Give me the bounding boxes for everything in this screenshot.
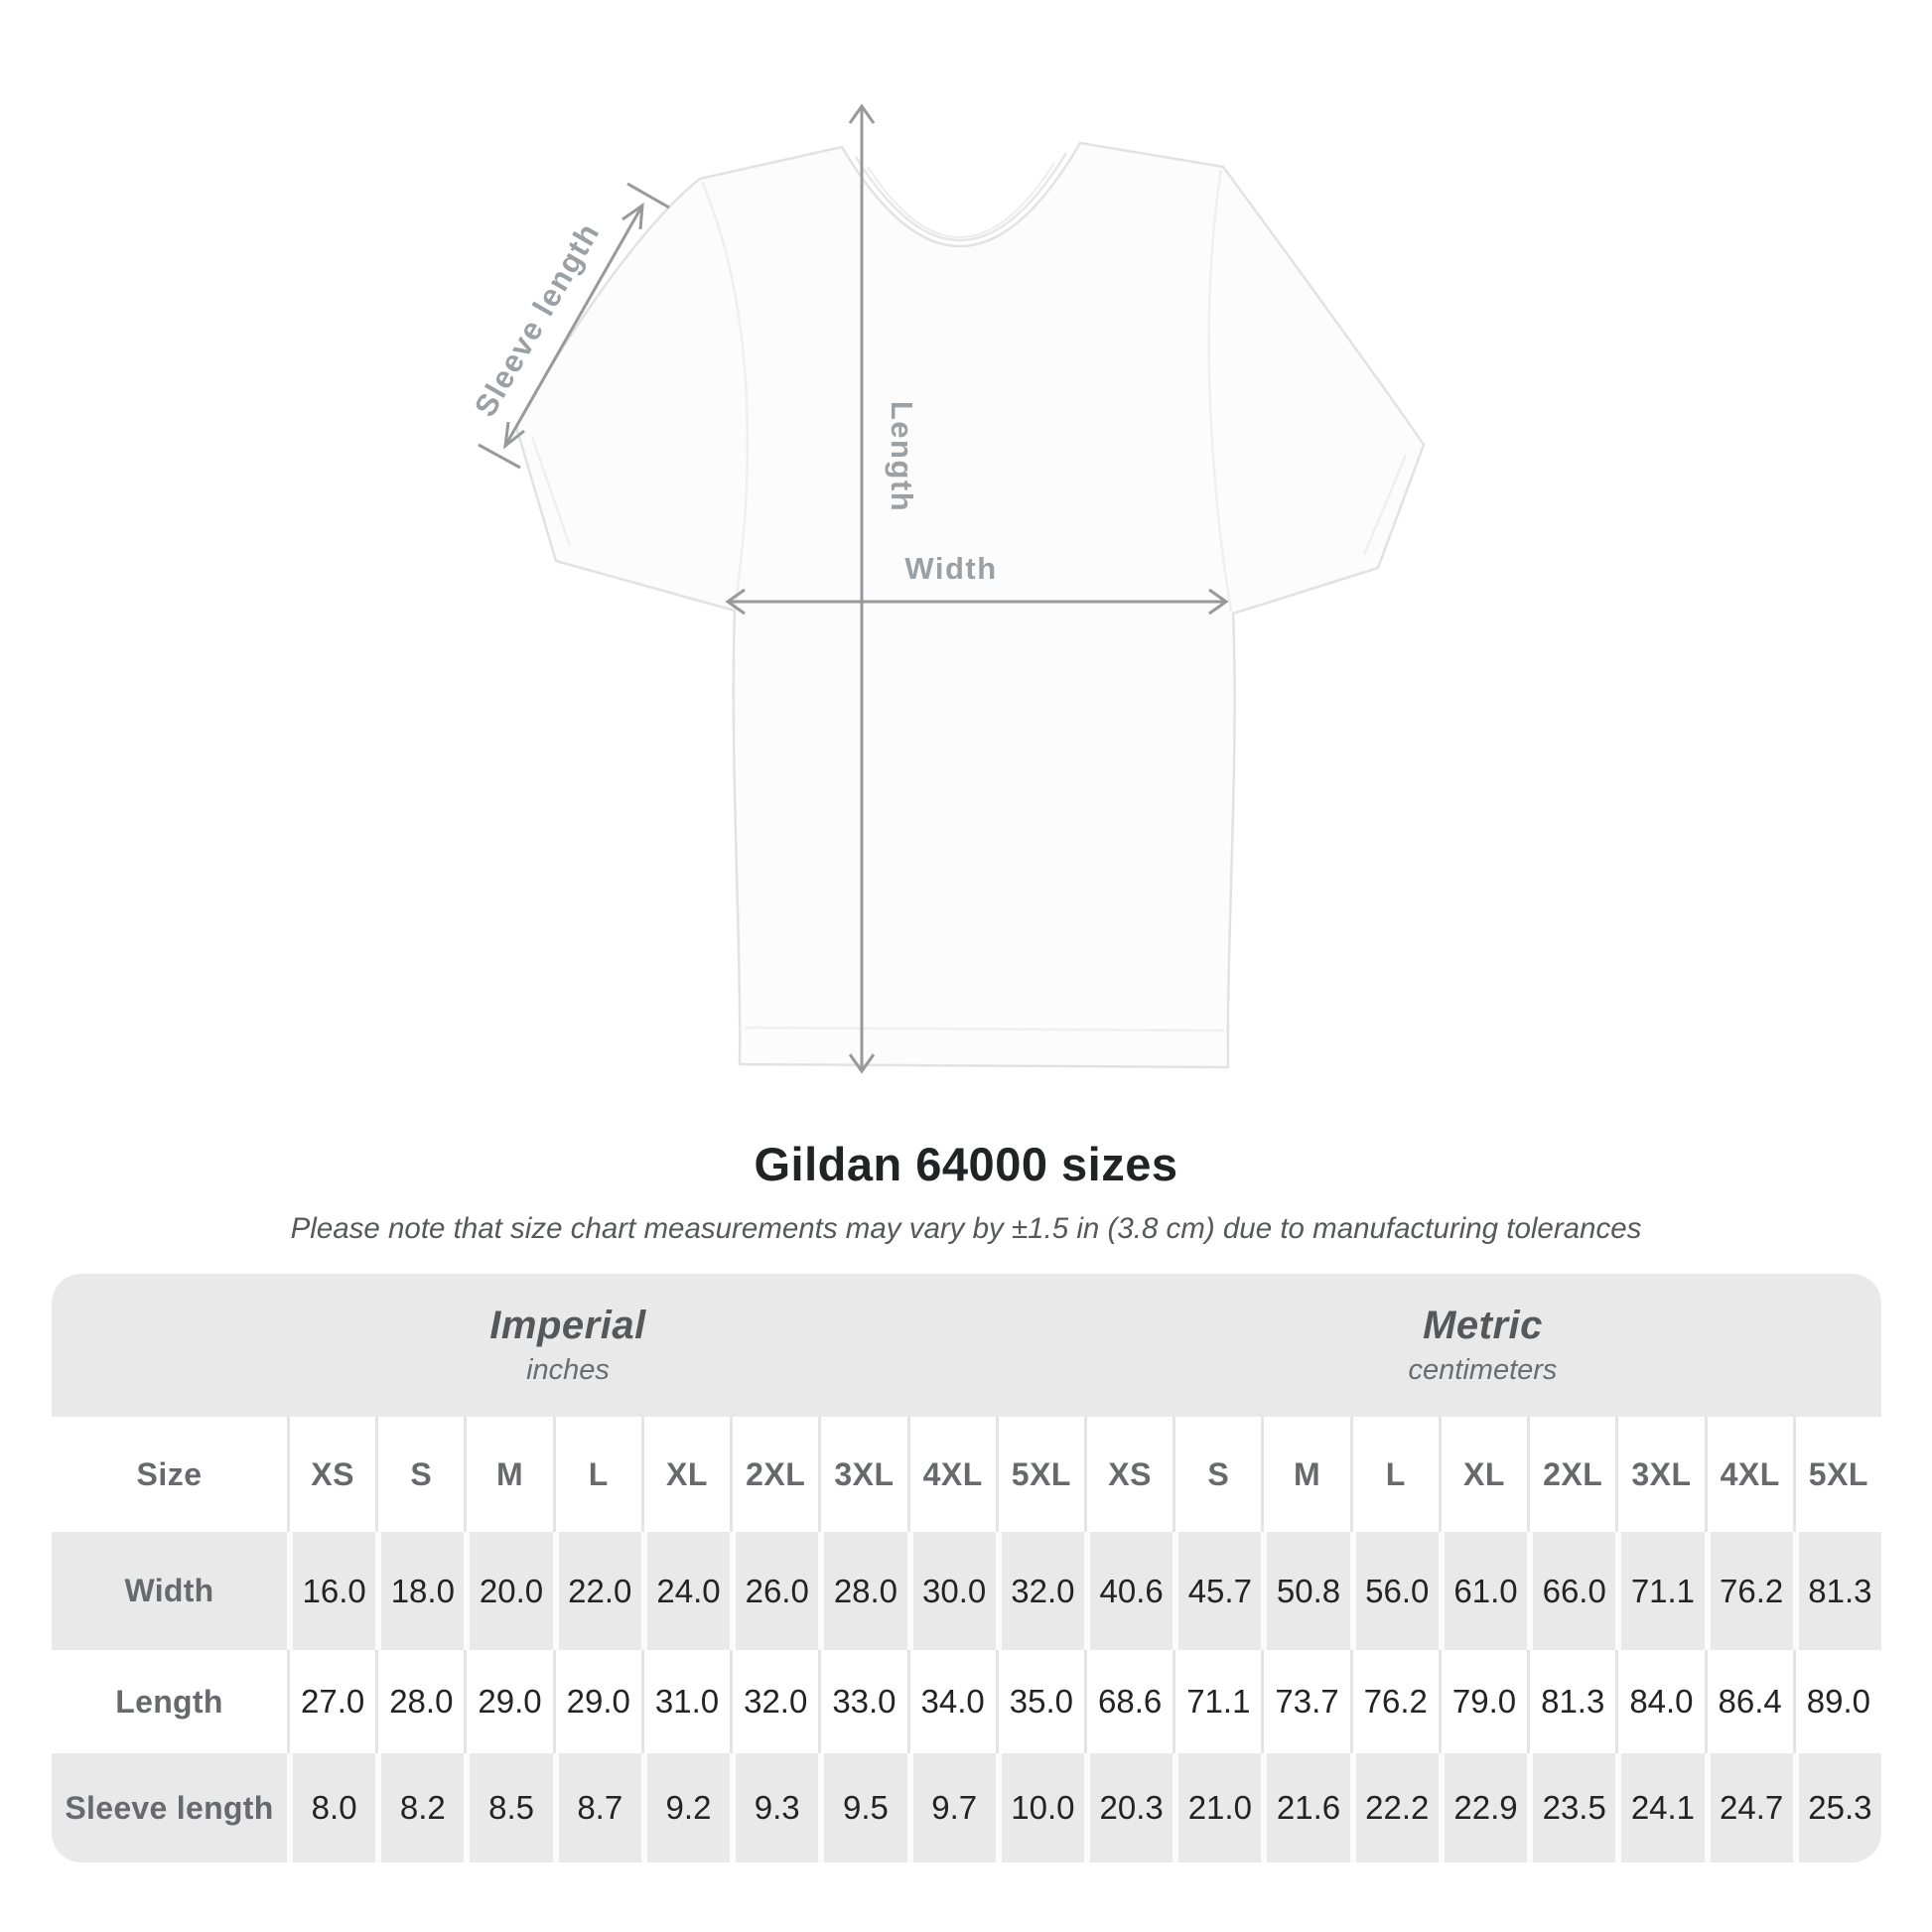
metric-unit: centimeters [1408,1354,1558,1386]
table-cell: 40.6 [1083,1532,1173,1650]
table-cell: 8.2 [375,1753,465,1863]
table-cell: 84.0 [1615,1650,1705,1753]
table-cell: 73.7 [1261,1650,1350,1753]
tshirt-figure: Length Width Sleeve length [427,60,1509,1092]
table-cell: 61.0 [1438,1532,1528,1650]
table-cell: 50.8 [1261,1532,1350,1650]
table-cell: 66.0 [1527,1532,1616,1650]
table-cell: 76.2 [1704,1532,1793,1650]
table-cell: 9.7 [906,1753,996,1863]
table-cell: 25.3 [1792,1753,1881,1863]
row-label-width: Width [52,1532,287,1650]
col-header-imperial-s: S [375,1417,465,1532]
row-label-length: Length [52,1650,287,1753]
col-header-imperial-l: L [552,1417,641,1532]
col-header-metric-2xl: 2XL [1527,1417,1616,1532]
table-cell: 8.5 [464,1753,553,1863]
col-header-metric-m: M [1261,1417,1350,1532]
table-cell: 29.0 [464,1650,553,1753]
table-cell: 34.0 [906,1650,996,1753]
metric-title: Metric [1423,1304,1543,1347]
imperial-unit: inches [526,1354,610,1386]
table-cell: 28.0 [818,1532,907,1650]
table-cell: 81.3 [1792,1532,1881,1650]
imperial-title: Imperial [489,1304,646,1347]
table-cell: 71.1 [1615,1532,1705,1650]
col-header-metric-s: S [1173,1417,1262,1532]
width-arrow [725,588,1229,616]
col-header-imperial-3xl: 3XL [818,1417,907,1532]
table-cell: 18.0 [375,1532,465,1650]
table-cell: 76.2 [1349,1650,1439,1753]
table-cell: 32.0 [730,1650,819,1753]
col-header-imperial-4xl: 4XL [906,1417,996,1532]
table-cell: 20.3 [1083,1753,1173,1863]
table-cell: 79.0 [1438,1650,1528,1753]
table-cell: 86.4 [1704,1650,1793,1753]
table-cell: 56.0 [1349,1532,1439,1650]
table-cell: 27.0 [287,1650,376,1753]
table-cell: 22.9 [1438,1753,1528,1863]
table-cell: 29.0 [552,1650,641,1753]
col-header-metric-3xl: 3XL [1615,1417,1705,1532]
col-header-metric-xl: XL [1438,1417,1528,1532]
length-label: Length [885,401,919,512]
col-header-metric-xs: XS [1083,1417,1173,1532]
table-cell: 68.6 [1083,1650,1173,1753]
table-cell: 8.7 [552,1753,641,1863]
page-title: Gildan 64000 sizes [754,1138,1178,1190]
col-header-imperial-2xl: 2XL [730,1417,819,1532]
tolerance-note: Please note that size chart measurements… [290,1212,1642,1245]
length-arrow [848,103,876,1074]
unit-group-metric: Metric centimeters [1083,1274,1881,1417]
table-cell: 9.3 [730,1753,819,1863]
row-label-sleeve-length: Sleeve length [52,1753,287,1863]
table-cell: 81.3 [1527,1650,1616,1753]
table-cell: 8.0 [287,1753,376,1863]
table-cell: 22.0 [552,1532,641,1650]
size-column-header: Size [52,1417,287,1532]
table-cell: 45.7 [1173,1532,1262,1650]
col-header-imperial-5xl: 5XL [995,1417,1084,1532]
table-cell: 24.1 [1615,1753,1705,1863]
tshirt-graphic: Length Width Sleeve length [468,103,1426,1074]
tshirt-silhouette [514,141,1426,1069]
size-table: Imperial inches Metric centimeters Size … [52,1274,1881,1863]
table-cell: 33.0 [818,1650,907,1753]
table-cell: 24.7 [1704,1753,1793,1863]
table-cell: 20.0 [464,1532,553,1650]
table-cell: 28.0 [375,1650,465,1753]
table-cell: 9.5 [818,1753,907,1863]
table-cell: 21.0 [1173,1753,1262,1863]
table-cell: 24.0 [640,1532,731,1650]
unit-group-imperial: Imperial inches [52,1274,1084,1417]
table-cell: 31.0 [640,1650,731,1753]
col-header-metric-4xl: 4XL [1704,1417,1793,1532]
table-cell: 89.0 [1792,1650,1881,1753]
table-cell: 23.5 [1527,1753,1616,1863]
table-cell: 71.1 [1173,1650,1262,1753]
table-cell: 10.0 [995,1753,1084,1863]
table-cell: 32.0 [995,1532,1084,1650]
col-header-metric-l: L [1349,1417,1439,1532]
table-cell: 16.0 [287,1532,376,1650]
col-header-metric-5xl: 5XL [1792,1417,1881,1532]
table-cell: 22.2 [1349,1753,1439,1863]
table-cell: 35.0 [995,1650,1084,1753]
col-header-imperial-m: M [464,1417,553,1532]
table-cell: 30.0 [906,1532,996,1650]
col-header-imperial-xl: XL [640,1417,731,1532]
table-cell: 9.2 [640,1753,731,1863]
sleeve-length-arrow [478,182,670,470]
table-cell: 21.6 [1261,1753,1350,1863]
table-cell: 26.0 [730,1532,819,1650]
width-label: Width [904,551,997,586]
col-header-imperial-xs: XS [287,1417,376,1532]
